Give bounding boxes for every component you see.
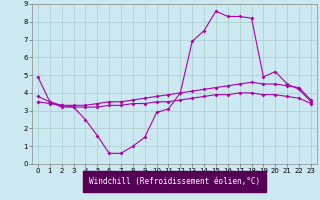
X-axis label: Windchill (Refroidissement éolien,°C): Windchill (Refroidissement éolien,°C) — [89, 177, 260, 186]
